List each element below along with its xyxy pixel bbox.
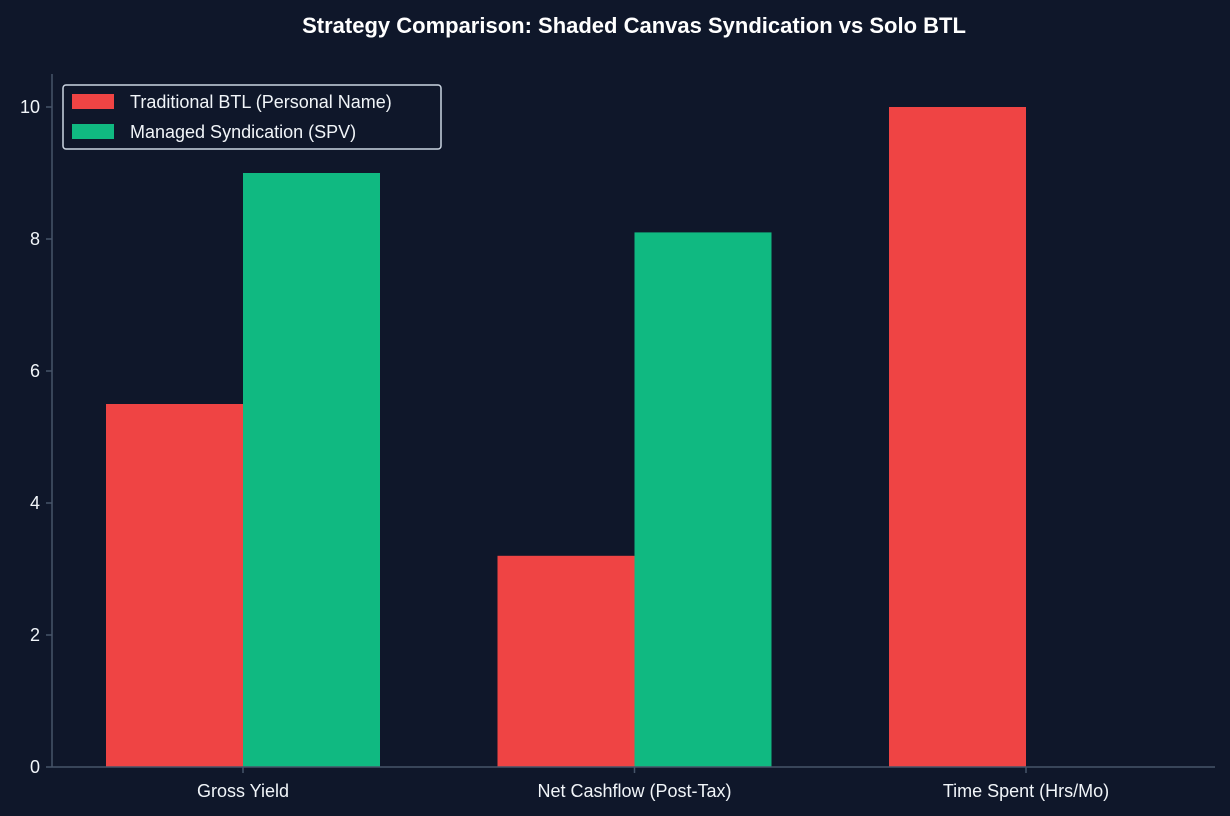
bar-traditional-2 — [889, 107, 1026, 767]
legend: Traditional BTL (Personal Name) Managed S… — [62, 84, 442, 150]
legend-swatch — [72, 94, 114, 109]
y-tick-label: 10 — [20, 97, 40, 117]
y-tick-label: 2 — [30, 625, 40, 645]
y-tick-label: 4 — [30, 493, 40, 513]
bar-traditional-0 — [106, 404, 243, 767]
legend-swatch — [72, 124, 114, 139]
legend-label: Managed Syndication (SPV) — [130, 122, 356, 142]
chart-title: Strategy Comparison: Shaded Canvas Syndi… — [302, 13, 966, 38]
legend-box — [62, 84, 442, 150]
legend-label: Traditional BTL (Personal Name) — [130, 92, 392, 112]
x-tick-label: Time Spent (Hrs/Mo) — [943, 781, 1109, 801]
bar-traditional-1 — [497, 555, 635, 767]
x-tick-label: Gross Yield — [197, 781, 289, 801]
x-tick-label: Net Cashflow (Post-Tax) — [537, 781, 731, 801]
bar-syndication-1 — [634, 232, 772, 767]
y-tick-label: 0 — [30, 757, 40, 777]
y-tick-label: 6 — [30, 361, 40, 381]
axes-layer: 0 2 4 6 8 10 Gross Yield Net Cashflow (Post-Tax… — [20, 74, 1215, 801]
y-tick-label: 8 — [30, 229, 40, 249]
bar-syndication-0 — [243, 173, 380, 767]
bars-layer — [106, 107, 1026, 767]
